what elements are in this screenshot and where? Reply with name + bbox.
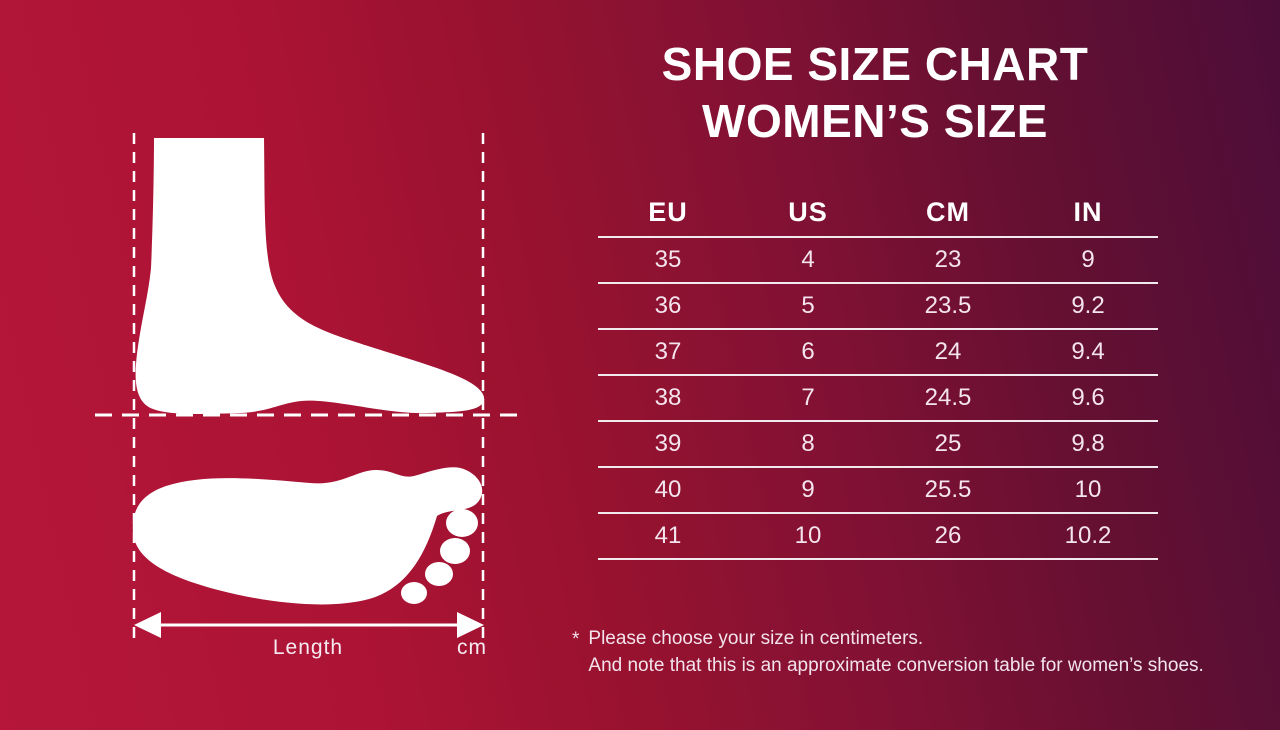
table-cell: 25 xyxy=(878,421,1018,468)
toe-icon xyxy=(446,509,478,537)
column-header-eu: EU xyxy=(598,188,738,238)
table-row: 38 7 24.5 9.6 xyxy=(598,375,1158,422)
table-cell: 10 xyxy=(738,513,878,560)
table-cell: 26 xyxy=(878,513,1018,560)
table-row: 41 10 26 10.2 xyxy=(598,513,1158,560)
table-cell: 39 xyxy=(598,421,738,468)
table-cell: 9.2 xyxy=(1018,283,1158,330)
table-cell: 9.8 xyxy=(1018,421,1158,468)
table-row: 39 8 25 9.8 xyxy=(598,421,1158,468)
foot-measurement-diagram xyxy=(95,133,524,641)
cm-unit-label: cm xyxy=(457,636,487,659)
toe-icon xyxy=(440,538,470,564)
table-cell: 10 xyxy=(1018,467,1158,514)
footnote: * Please choose your size in centimeters… xyxy=(572,625,1252,679)
asterisk-marker: * xyxy=(572,629,580,650)
table-cell: 9.4 xyxy=(1018,329,1158,376)
column-header-us: US xyxy=(738,188,878,238)
side-foot-silhouette-icon xyxy=(135,138,485,415)
table-cell: 23 xyxy=(878,237,1018,284)
table-cell: 38 xyxy=(598,375,738,422)
toe-icon xyxy=(401,582,427,604)
table-cell: 41 xyxy=(598,513,738,560)
page-title-line1: SHOE SIZE CHART xyxy=(661,38,1089,90)
footprint-silhouette-icon xyxy=(132,467,483,605)
table-cell: 36 xyxy=(598,283,738,330)
column-header-in: IN xyxy=(1018,188,1158,238)
table-cell: 9 xyxy=(738,467,878,514)
table-cell: 9.6 xyxy=(1018,375,1158,422)
table-cell: 4 xyxy=(738,237,878,284)
table-header-row: EU US CM IN xyxy=(598,188,1158,238)
table-cell: 7 xyxy=(738,375,878,422)
page-title: SHOE SIZE CHART WOMEN’S SIZE xyxy=(545,36,1205,150)
table-row: 40 9 25.5 10 xyxy=(598,467,1158,514)
table-cell: 35 xyxy=(598,237,738,284)
table-cell: 8 xyxy=(738,421,878,468)
table-cell: 24.5 xyxy=(878,375,1018,422)
footnote-line1: Please choose your size in centimeters. xyxy=(588,628,924,649)
table-cell: 40 xyxy=(598,467,738,514)
footnote-text: Please choose your size in centimeters. … xyxy=(588,625,1203,679)
toe-icon xyxy=(425,562,453,586)
table-cell: 37 xyxy=(598,329,738,376)
length-label: Length xyxy=(272,636,344,659)
table-row: 37 6 24 9.4 xyxy=(598,329,1158,376)
table-cell: 25.5 xyxy=(878,467,1018,514)
length-arrow-icon xyxy=(134,612,484,638)
column-header-cm: CM xyxy=(878,188,1018,238)
table-cell: 5 xyxy=(738,283,878,330)
size-conversion-table: EU US CM IN 35 4 23 9 36 5 23.5 9.2 37 6 xyxy=(598,188,1158,560)
table-cell: 23.5 xyxy=(878,283,1018,330)
page-title-line2: WOMEN’S SIZE xyxy=(702,95,1048,147)
table-cell: 24 xyxy=(878,329,1018,376)
table-cell: 9 xyxy=(1018,237,1158,284)
table-cell: 10.2 xyxy=(1018,513,1158,560)
table-cell: 6 xyxy=(738,329,878,376)
footnote-line2: And note that this is an approximate con… xyxy=(588,655,1204,676)
table-row: 36 5 23.5 9.2 xyxy=(598,283,1158,330)
table-row: 35 4 23 9 xyxy=(598,237,1158,284)
